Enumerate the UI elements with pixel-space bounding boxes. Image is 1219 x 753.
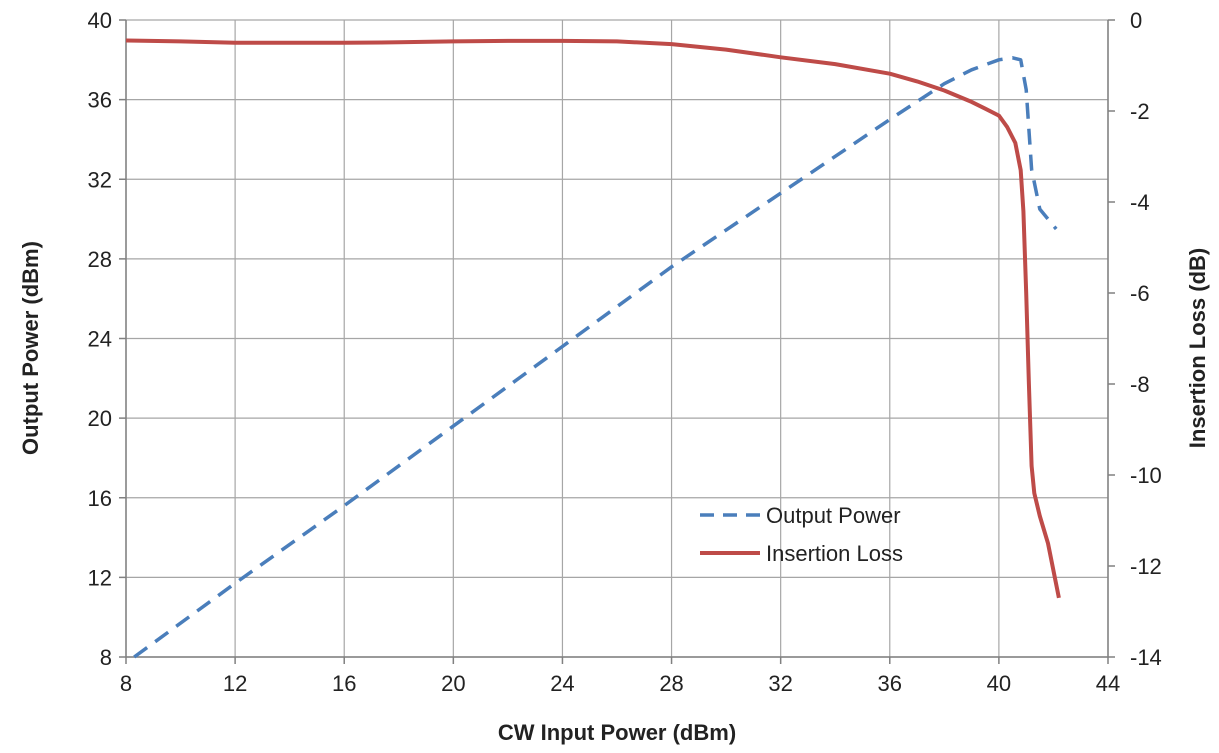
- x-tick-label: 44: [1096, 671, 1120, 696]
- x-tick-label: 40: [987, 671, 1011, 696]
- series: [125, 38, 1061, 659]
- series-line-insertion-loss: [125, 38, 1061, 599]
- x-tick-label: 36: [878, 671, 902, 696]
- y-left-tick-label: 28: [88, 247, 112, 272]
- legend-label-output-power: Output Power: [766, 503, 901, 528]
- y-left-tick-label: 32: [88, 167, 112, 192]
- legend: Output Power Insertion Loss: [700, 503, 903, 566]
- y-left-tick-label: 8: [100, 645, 112, 670]
- y-right-tick-label: -8: [1130, 372, 1150, 397]
- y-left-tick-label: 36: [88, 88, 112, 113]
- x-tick-label: 8: [120, 671, 132, 696]
- x-axis-title: CW Input Power (dBm): [498, 720, 736, 745]
- x-tick-label: 20: [441, 671, 465, 696]
- y-right-tick-label: -12: [1130, 554, 1162, 579]
- y-left-tick-label: 40: [88, 8, 112, 33]
- y-right-tick-label: -14: [1130, 645, 1162, 670]
- x-tick-label: 12: [223, 671, 247, 696]
- y-left-tick-label: 24: [88, 327, 112, 352]
- x-tick-label: 28: [659, 671, 683, 696]
- y-right-tick-label: -6: [1130, 281, 1150, 306]
- axes: [119, 19, 1115, 664]
- legend-label-insertion-loss: Insertion Loss: [766, 541, 903, 566]
- x-tick-label: 24: [550, 671, 574, 696]
- y-left-tick-label: 20: [88, 406, 112, 431]
- tick-labels: 8 12 16 20 24 28 32 36 40 44 8 12 16 20 24 28 32 36 40 0 -2 -…: [88, 8, 1162, 696]
- y-right-tick-label: 0: [1130, 8, 1142, 33]
- y-right-tick-label: -10: [1130, 463, 1162, 488]
- y-left-tick-label: 12: [88, 565, 112, 590]
- x-tick-label: 16: [332, 671, 356, 696]
- y-right-tick-label: -2: [1130, 99, 1150, 124]
- y-right-tick-label: -4: [1130, 190, 1150, 215]
- grid: [125, 19, 1109, 658]
- y-left-axis-title: Output Power (dBm): [18, 241, 43, 455]
- y-right-axis-title: Insertion Loss (dB): [1185, 248, 1210, 448]
- series-line-output-power: [133, 56, 1058, 659]
- x-tick-label: 32: [768, 671, 792, 696]
- y-left-tick-label: 16: [88, 486, 112, 511]
